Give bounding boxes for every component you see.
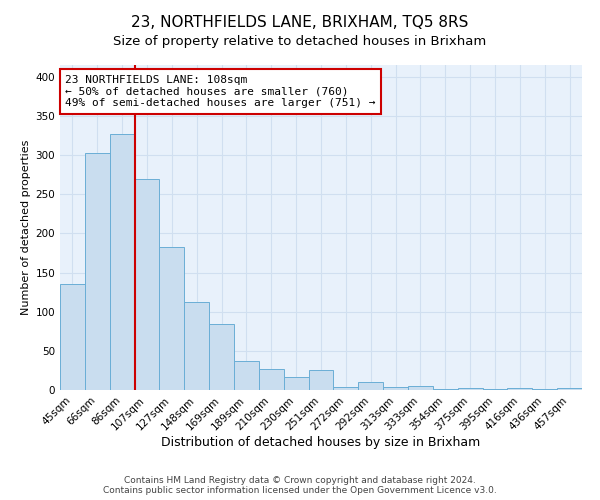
Bar	[284, 376, 308, 390]
Bar	[160, 246, 184, 390]
Bar	[110, 134, 134, 390]
Bar	[234, 361, 259, 390]
Bar	[134, 178, 160, 390]
Bar	[383, 387, 408, 390]
X-axis label: Distribution of detached houses by size in Brixham: Distribution of detached houses by size …	[161, 436, 481, 449]
Bar	[334, 387, 358, 390]
Text: Contains HM Land Registry data © Crown copyright and database right 2024.
Contai: Contains HM Land Registry data © Crown c…	[103, 476, 497, 495]
Bar	[508, 388, 532, 390]
Text: Size of property relative to detached houses in Brixham: Size of property relative to detached ho…	[113, 35, 487, 48]
Bar	[209, 324, 234, 390]
Bar	[458, 388, 482, 390]
Text: 23, NORTHFIELDS LANE, BRIXHAM, TQ5 8RS: 23, NORTHFIELDS LANE, BRIXHAM, TQ5 8RS	[131, 15, 469, 30]
Bar	[358, 382, 383, 390]
Bar	[308, 370, 334, 390]
Text: 23 NORTHFIELDS LANE: 108sqm
← 50% of detached houses are smaller (760)
49% of se: 23 NORTHFIELDS LANE: 108sqm ← 50% of det…	[65, 74, 376, 108]
Bar	[184, 302, 209, 390]
Bar	[557, 388, 582, 390]
Bar	[85, 152, 110, 390]
Bar	[408, 386, 433, 390]
Bar	[259, 369, 284, 390]
Bar	[532, 389, 557, 390]
Bar	[60, 284, 85, 390]
Bar	[482, 389, 508, 390]
Bar	[433, 389, 458, 390]
Y-axis label: Number of detached properties: Number of detached properties	[21, 140, 31, 315]
